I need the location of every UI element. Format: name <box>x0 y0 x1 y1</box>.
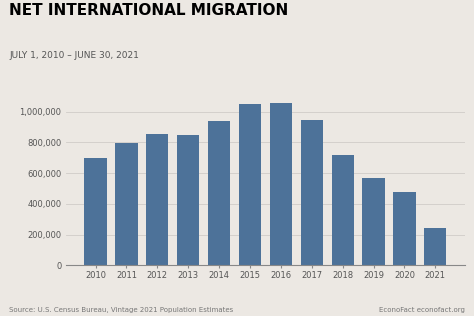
Bar <box>208 121 230 265</box>
Bar <box>115 143 137 265</box>
Bar <box>177 136 200 265</box>
Bar <box>270 103 292 265</box>
Text: JULY 1, 2010 – JUNE 30, 2021: JULY 1, 2010 – JUNE 30, 2021 <box>9 51 139 59</box>
Bar <box>424 228 447 265</box>
Text: EconoFact econofact.org: EconoFact econofact.org <box>379 307 465 313</box>
Bar <box>84 158 107 265</box>
Bar <box>301 120 323 265</box>
Text: NET INTERNATIONAL MIGRATION: NET INTERNATIONAL MIGRATION <box>9 3 289 18</box>
Text: Source: U.S. Census Bureau, Vintage 2021 Population Estimates: Source: U.S. Census Bureau, Vintage 2021… <box>9 307 234 313</box>
Bar <box>146 134 168 265</box>
Bar <box>393 192 416 265</box>
Bar <box>239 104 261 265</box>
Bar <box>331 155 354 265</box>
Bar <box>363 179 385 265</box>
